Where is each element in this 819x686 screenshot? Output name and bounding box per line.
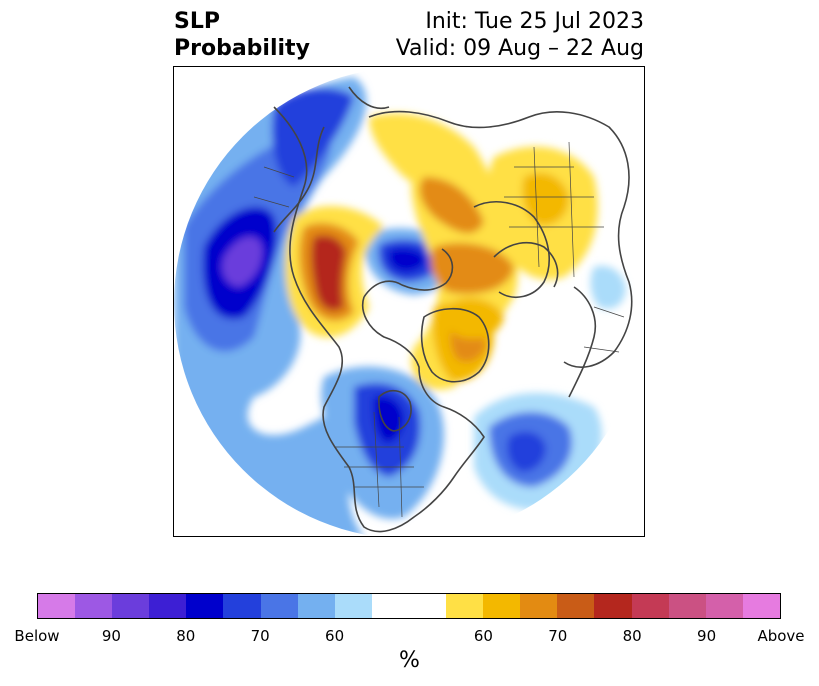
colorbar-segment xyxy=(334,594,372,618)
probability-map xyxy=(174,67,644,536)
colorbar-segment xyxy=(520,594,558,618)
colorbar-segment xyxy=(446,594,484,618)
colorbar-segment xyxy=(223,594,261,618)
colorbar-tick-label: 70 xyxy=(250,627,270,645)
coastlines xyxy=(253,86,633,533)
colorbar-segment xyxy=(75,594,113,618)
plot-title: SLP Probability xyxy=(174,8,310,62)
valid-range: Valid: 09 Aug – 22 Aug xyxy=(395,36,644,61)
colorbar-segment xyxy=(186,594,224,618)
colorbar-segment xyxy=(668,594,706,618)
colorbar-segment xyxy=(742,594,780,618)
colorbar-segment xyxy=(297,594,335,618)
colorbar-segment xyxy=(260,594,298,618)
colorbar-segment xyxy=(594,594,632,618)
colorbar-tick-label: 80 xyxy=(622,627,642,645)
title-line-2: Probability xyxy=(174,36,310,61)
colorbar-segment xyxy=(631,594,669,618)
colorbar-tick-label: 90 xyxy=(697,627,717,645)
colorbar-segment xyxy=(483,594,521,618)
title-line-1: SLP xyxy=(174,9,220,34)
colorbar-unit-label: % xyxy=(399,648,420,673)
map-panel xyxy=(173,66,645,537)
colorbar-tick-label: 90 xyxy=(101,627,121,645)
init-date: Init: Tue 25 Jul 2023 xyxy=(425,9,644,34)
colorbar xyxy=(37,593,781,619)
colorbar-segment xyxy=(38,594,76,618)
colorbar-tick-labels: Below 90 80 70 60 60 70 80 90 Above xyxy=(0,627,819,647)
colorbar-segment xyxy=(705,594,743,618)
colorbar-tick-label: Above xyxy=(757,627,805,645)
colorbar-tick-label: Below xyxy=(14,627,60,645)
colorbar-segment xyxy=(557,594,595,618)
colorbar-segment xyxy=(149,594,187,618)
colorbar-tick-label: 80 xyxy=(176,627,196,645)
shaded-field xyxy=(174,67,644,536)
colorbar-tick-label: 60 xyxy=(473,627,493,645)
colorbar-segment xyxy=(371,594,409,618)
colorbar-tick-label: 60 xyxy=(325,627,345,645)
plot-subtitle: Init: Tue 25 Jul 2023 Valid: 09 Aug – 22… xyxy=(396,8,644,62)
colorbar-segment xyxy=(112,594,150,618)
colorbar-segment xyxy=(408,594,447,618)
colorbar-tick-label: 70 xyxy=(548,627,568,645)
